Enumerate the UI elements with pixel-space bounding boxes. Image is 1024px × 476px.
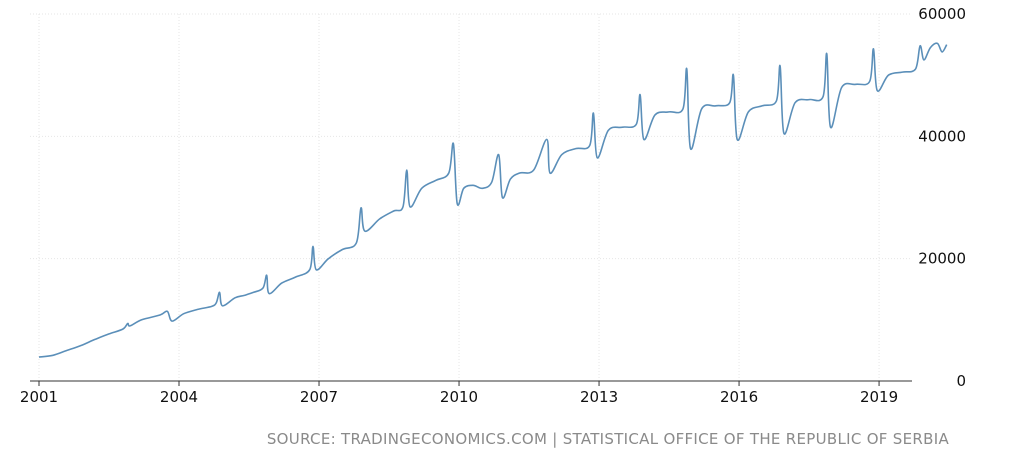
x-tick-label: 2004 — [160, 388, 198, 406]
series-line — [38, 42, 948, 358]
y-tick-label: 40000 — [918, 127, 966, 145]
y-tick-label: 60000 — [918, 5, 966, 23]
y-tick-label: 20000 — [918, 250, 966, 268]
y-axis-ticks: 0 20000 40000 60000 — [918, 5, 966, 390]
source-text: SOURCE: TRADINGECONOMICS.COM | STATISTIC… — [266, 430, 949, 448]
x-tick-label: 2019 — [860, 388, 898, 406]
x-tick-label: 2001 — [20, 388, 58, 406]
x-tick-label: 2013 — [580, 388, 618, 406]
grid-lines — [30, 13, 912, 381]
x-tick-label: 2010 — [440, 388, 478, 406]
x-tick-label: 2016 — [720, 388, 758, 406]
x-tick-label: 2007 — [300, 388, 338, 406]
y-tick-label: 0 — [956, 372, 966, 390]
x-axis-ticks: 2001 2004 2007 2010 2013 2016 2019 — [20, 381, 898, 406]
